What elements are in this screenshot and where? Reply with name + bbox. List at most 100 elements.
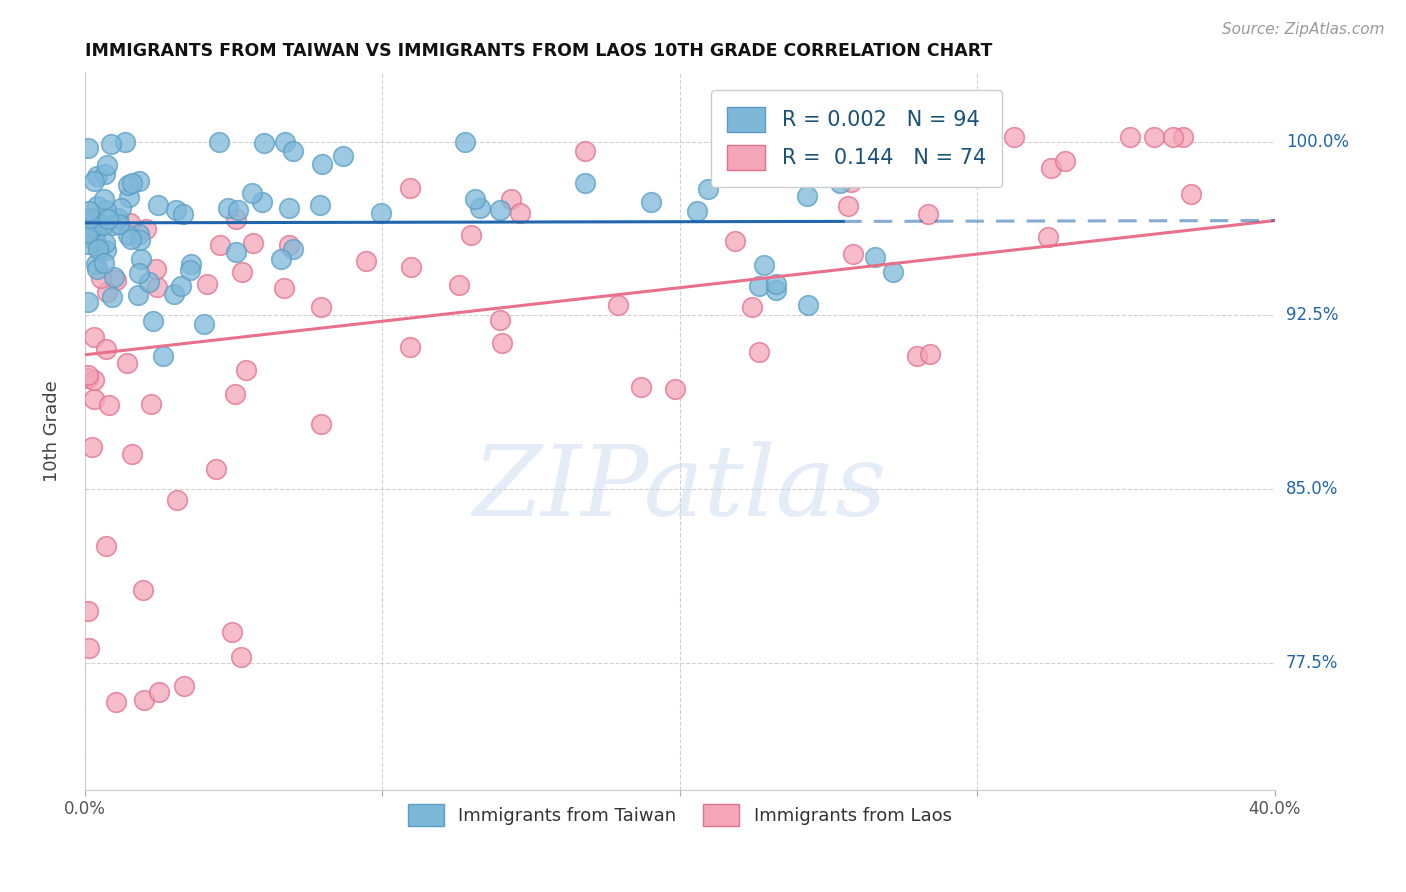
Point <box>101 290 124 304</box>
Point <box>277 201 299 215</box>
Point <box>100 136 122 151</box>
Point <box>1002 130 1025 145</box>
Point <box>83 211 105 226</box>
Text: ZIPatlas: ZIPatlas <box>472 441 887 536</box>
Point <box>250 195 273 210</box>
Point <box>152 349 174 363</box>
Point <box>145 262 167 277</box>
Point <box>225 244 247 259</box>
Point <box>865 251 887 265</box>
Point <box>86 169 108 184</box>
Point <box>217 201 239 215</box>
Text: 100.0%: 100.0% <box>1286 133 1348 151</box>
Point <box>117 178 139 192</box>
Point <box>87 216 110 230</box>
Point <box>142 313 165 327</box>
Point <box>828 176 851 190</box>
Point <box>86 262 108 277</box>
Text: IMMIGRANTS FROM TAIWAN VS IMMIGRANTS FROM LAOS 10TH GRADE CORRELATION CHART: IMMIGRANTS FROM TAIWAN VS IMMIGRANTS FRO… <box>84 42 993 60</box>
Point <box>117 227 139 242</box>
Point <box>146 197 169 211</box>
Point <box>86 199 108 213</box>
Point <box>574 176 596 190</box>
Point <box>240 186 263 200</box>
Point <box>87 217 110 231</box>
Point <box>76 294 98 309</box>
Point <box>139 397 162 411</box>
Point <box>686 204 709 219</box>
Point <box>76 226 98 240</box>
Point <box>748 278 770 293</box>
Point <box>128 227 150 241</box>
Point <box>108 217 131 231</box>
Point <box>1161 130 1184 145</box>
Point <box>1039 161 1062 175</box>
Point <box>76 140 98 154</box>
Point <box>309 417 332 432</box>
Point <box>195 277 218 291</box>
Point <box>170 278 193 293</box>
Point <box>460 228 482 243</box>
Point <box>110 201 132 215</box>
Point <box>107 211 129 225</box>
Point <box>83 231 105 245</box>
Point <box>79 204 101 219</box>
Point <box>454 135 477 149</box>
Point <box>91 218 114 232</box>
Point <box>129 252 152 266</box>
Point <box>796 189 818 203</box>
Point <box>179 262 201 277</box>
Point <box>607 298 630 312</box>
Point <box>96 202 118 217</box>
Point <box>121 447 143 461</box>
Point <box>101 218 124 232</box>
Point <box>630 380 652 394</box>
Point <box>115 355 138 369</box>
Point <box>83 174 105 188</box>
Point <box>226 202 249 217</box>
Point <box>172 207 194 221</box>
Point <box>118 216 141 230</box>
Point <box>242 236 264 251</box>
Point <box>148 685 170 699</box>
Point <box>103 269 125 284</box>
Point <box>173 679 195 693</box>
Point <box>90 270 112 285</box>
Point <box>204 461 226 475</box>
Point <box>76 237 98 252</box>
Point <box>464 192 486 206</box>
Point <box>797 298 820 312</box>
Point <box>166 492 188 507</box>
Point <box>83 392 105 406</box>
Point <box>94 167 117 181</box>
Point <box>129 233 152 247</box>
Point <box>664 382 686 396</box>
Point <box>128 174 150 188</box>
Point <box>741 300 763 314</box>
Point <box>1118 130 1140 145</box>
Point <box>882 265 904 279</box>
Point <box>225 212 247 227</box>
Point <box>235 363 257 377</box>
Point <box>920 346 942 360</box>
Point <box>309 300 332 314</box>
Legend: Immigrants from Taiwan, Immigrants from Laos: Immigrants from Taiwan, Immigrants from … <box>398 795 960 835</box>
Point <box>308 198 330 212</box>
Point <box>162 287 184 301</box>
Point <box>398 181 420 195</box>
Point <box>114 135 136 149</box>
Point <box>231 265 253 279</box>
Point <box>837 199 859 213</box>
Point <box>370 206 392 220</box>
Point <box>96 285 118 299</box>
Point <box>104 272 127 286</box>
Point <box>752 258 775 272</box>
Point <box>491 335 513 350</box>
Point <box>96 243 118 257</box>
Point <box>253 136 276 151</box>
Point <box>96 158 118 172</box>
Point <box>696 182 718 196</box>
Point <box>278 238 301 252</box>
Point <box>134 693 156 707</box>
Point <box>765 283 787 297</box>
